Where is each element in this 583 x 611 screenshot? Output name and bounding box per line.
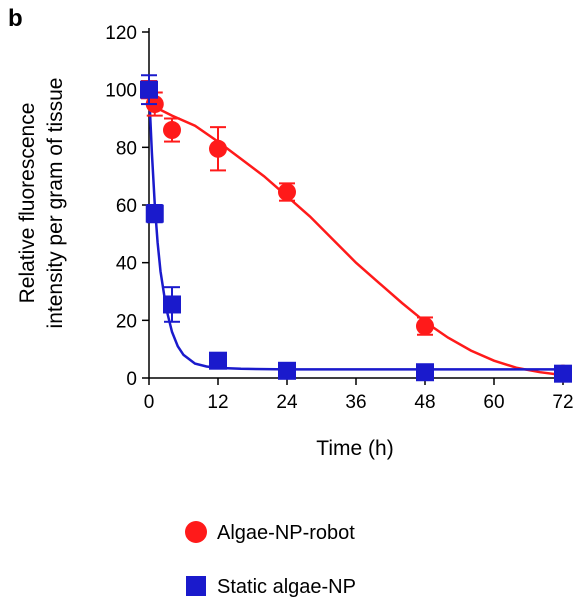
fit-curves xyxy=(149,90,563,375)
point-static-algae-np-2 xyxy=(163,295,181,313)
x-tick-label-12: 12 xyxy=(207,392,228,413)
point-algae-np-robot-3 xyxy=(209,140,227,158)
y-axis-label-line2: intensity per gram of tissue xyxy=(44,78,67,329)
point-static-algae-np-3 xyxy=(209,352,227,370)
point-algae-np-robot-2 xyxy=(163,121,181,139)
point-static-algae-np-0 xyxy=(140,81,158,99)
y-axis-label-line1: Relative fluorescence xyxy=(16,103,39,304)
legend-marker-algae-np-robot xyxy=(185,521,207,543)
y-tick-label-40: 40 xyxy=(116,254,137,275)
x-tick-label-24: 24 xyxy=(276,392,298,413)
point-algae-np-robot-5 xyxy=(416,317,434,335)
y-tick-label-120: 120 xyxy=(105,23,137,44)
y-tick-label-60: 60 xyxy=(116,196,137,217)
y-tick-label-0: 0 xyxy=(126,369,137,390)
data-points xyxy=(140,75,572,382)
point-algae-np-robot-4 xyxy=(278,183,296,201)
y-tick-label-20: 20 xyxy=(116,311,137,332)
x-tick-label-36: 36 xyxy=(345,392,366,413)
x-tick-label-72: 72 xyxy=(552,392,573,413)
panel-label: b xyxy=(8,5,23,32)
point-static-algae-np-4 xyxy=(278,362,296,380)
legend-label-algae-np-robot: Algae-NP-robot xyxy=(217,522,355,544)
y-tick-label-80: 80 xyxy=(116,138,137,159)
legend-label-static-algae-np: Static algae-NP xyxy=(217,576,356,598)
fit-curve-static-algae-np xyxy=(149,90,563,370)
y-tick-label-100: 100 xyxy=(105,81,137,102)
axes: 0 20 40 60 80 100 120 0 12 24 36 48 60 72 xyxy=(105,23,573,413)
point-static-algae-np-1 xyxy=(146,205,164,223)
x-tick-label-0: 0 xyxy=(144,392,155,413)
point-static-algae-np-6 xyxy=(554,365,572,383)
legend-marker-static-algae-np xyxy=(186,576,206,596)
x-axis-label: Time (h) xyxy=(316,437,393,460)
legend: Algae-NP-robot Static algae-NP xyxy=(185,521,356,598)
x-tick-label-48: 48 xyxy=(414,392,435,413)
x-tick-label-60: 60 xyxy=(483,392,504,413)
point-static-algae-np-5 xyxy=(416,363,434,381)
